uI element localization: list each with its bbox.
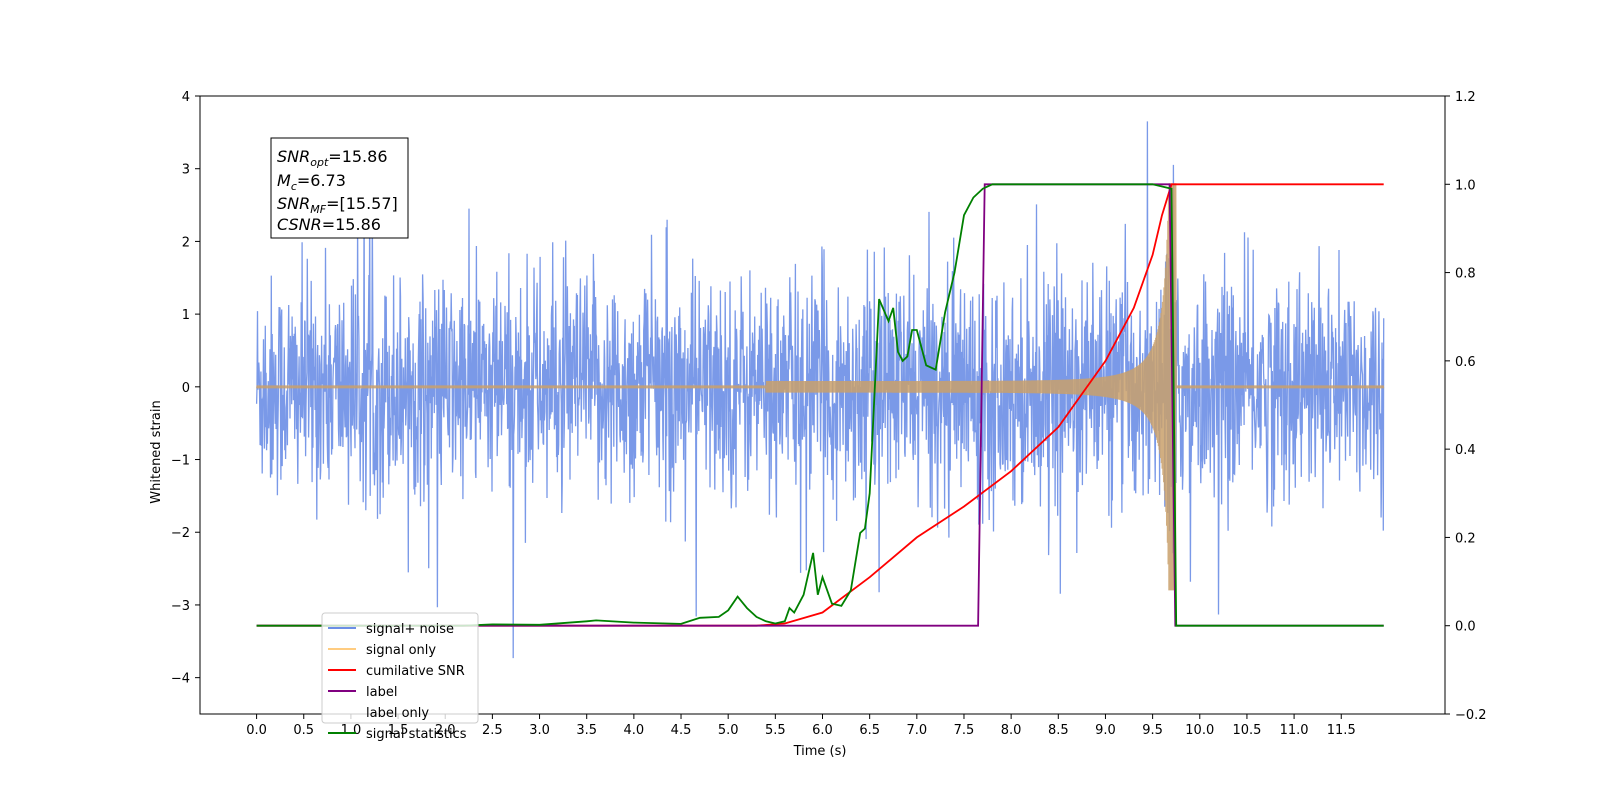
y2-tick-label: 0.6 bbox=[1455, 355, 1476, 370]
x-tick-label: 6.5 bbox=[859, 723, 880, 738]
y-tick-label: −3 bbox=[171, 599, 190, 614]
plot-area bbox=[255, 121, 1385, 659]
legend-label: label bbox=[366, 685, 397, 700]
x-tick-label: 1.5 bbox=[388, 723, 409, 738]
x-tick-label: 9.0 bbox=[1095, 723, 1116, 738]
y2-tick-label: 1.0 bbox=[1455, 178, 1476, 193]
series-cumulative-snr-line bbox=[256, 183, 1384, 627]
series-signal-statistics-line bbox=[256, 183, 1384, 627]
legend-label: signal statistics bbox=[366, 727, 467, 742]
x-tick-label: 8.0 bbox=[1001, 723, 1022, 738]
x-tick-label: 2.5 bbox=[482, 723, 503, 738]
legend-label: signal only bbox=[366, 643, 436, 658]
x-tick-label: 11.5 bbox=[1327, 723, 1356, 738]
y-tick-label: −4 bbox=[171, 672, 190, 687]
x-tick-label: 10.5 bbox=[1232, 723, 1261, 738]
series-signal-only-line bbox=[256, 183, 1385, 591]
x-tick-label: 0.0 bbox=[246, 723, 267, 738]
legend-label: label only bbox=[366, 706, 429, 721]
y2-tick-label: 0.4 bbox=[1455, 443, 1476, 458]
y2-tick-label: 0.2 bbox=[1455, 531, 1476, 546]
x-tick-label: 5.5 bbox=[765, 723, 786, 738]
series-signal-noise-line bbox=[255, 121, 1385, 659]
y-tick-label: 2 bbox=[182, 235, 190, 250]
x-tick-label: 7.0 bbox=[906, 723, 927, 738]
y2-tick-label: 0.8 bbox=[1455, 267, 1476, 282]
x-tick-label: 8.5 bbox=[1048, 723, 1069, 738]
info-csnr: CSNR=15.86 bbox=[277, 215, 381, 234]
info-mc: Mc=6.73 bbox=[277, 171, 346, 193]
info-box: SNRopt=15.86 Mc=6.73 SNRMF=[15.57] CSNR=… bbox=[270, 137, 409, 239]
x-tick-label: 3.0 bbox=[529, 723, 550, 738]
y-tick-label: 3 bbox=[182, 163, 190, 178]
x-tick-label: 7.5 bbox=[954, 723, 975, 738]
y-tick-label: 0 bbox=[182, 381, 190, 396]
y-tick-label: 1 bbox=[182, 308, 190, 323]
x-tick-label: 2.0 bbox=[435, 723, 456, 738]
x-tick-label: 5.0 bbox=[718, 723, 739, 738]
y-tick-label: −2 bbox=[171, 526, 190, 541]
y-axis-label: Whitened strain bbox=[149, 400, 164, 503]
x-tick-label: 9.5 bbox=[1142, 723, 1163, 738]
y-tick-label: 4 bbox=[182, 90, 190, 105]
x-tick-label: 11.0 bbox=[1280, 723, 1309, 738]
x-tick-label: 1.0 bbox=[341, 723, 362, 738]
info-snr-opt: SNRopt=15.86 bbox=[277, 147, 388, 169]
y2-tick-label: 0.0 bbox=[1455, 620, 1476, 635]
legend: signal+ noise signal only cumilative SNR la… bbox=[321, 612, 479, 742]
x-tick-label: 6.0 bbox=[812, 723, 833, 738]
x-tick-label: 4.0 bbox=[624, 723, 645, 738]
y2-tick-label: 1.2 bbox=[1455, 90, 1476, 105]
x-tick-label: 3.5 bbox=[576, 723, 597, 738]
axes: 0.0 0.5 1.0 1.5 2.0 2.5 3.0 3.5 4.0 4.5 5.0 5.5 6.0 6… bbox=[171, 90, 1487, 738]
legend-label: signal+ noise bbox=[366, 622, 454, 637]
info-snr-mf: SNRMF=[15.57] bbox=[277, 194, 398, 216]
y-tick-label: −1 bbox=[171, 454, 190, 469]
info-box-frame bbox=[270, 137, 409, 239]
x-tick-label: 10.0 bbox=[1185, 723, 1214, 738]
x-tick-label: 4.5 bbox=[671, 723, 692, 738]
x-tick-label: 0.5 bbox=[293, 723, 314, 738]
legend-label: cumilative SNR bbox=[366, 664, 465, 679]
x-axis-label: Time (s) bbox=[793, 744, 847, 759]
legend-frame bbox=[321, 612, 479, 724]
y2-tick-label: −0.2 bbox=[1455, 708, 1487, 723]
